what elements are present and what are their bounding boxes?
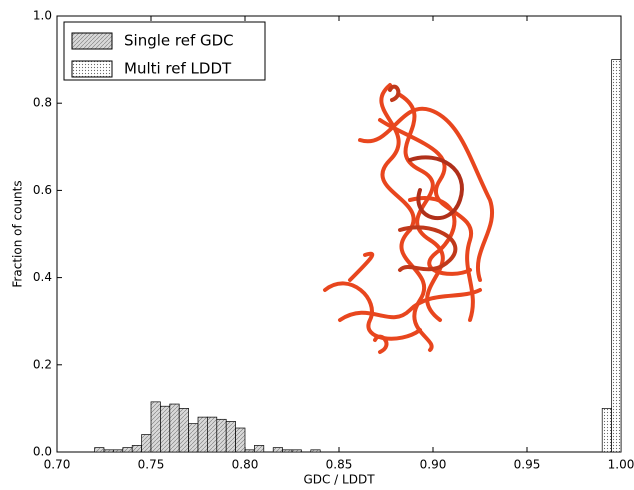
histogram-bar xyxy=(131,445,142,453)
x-tick-label: 0.70 xyxy=(44,458,71,472)
y-axis-label: Fraction of counts xyxy=(11,180,25,287)
histogram-bar xyxy=(310,449,321,453)
histogram-bar xyxy=(601,408,612,453)
histogram-bar xyxy=(178,408,189,453)
histogram-bar xyxy=(244,449,255,453)
histogram-bar xyxy=(169,403,180,453)
histogram-bar xyxy=(160,405,171,453)
histogram-bar xyxy=(94,447,105,453)
histogram-bar xyxy=(141,434,152,453)
histogram-bar xyxy=(103,449,114,453)
legend-swatch xyxy=(71,32,113,50)
y-tick-label: 0.0 xyxy=(33,445,52,459)
histogram-bar xyxy=(122,447,133,453)
histogram-bar xyxy=(207,416,218,453)
histogram-bar xyxy=(113,449,124,453)
histogram-bar xyxy=(611,59,622,453)
x-axis-label: GDC / LDDT xyxy=(303,473,375,487)
y-tick-label: 0.8 xyxy=(33,96,52,110)
histogram-bar xyxy=(197,416,208,453)
histogram-bar xyxy=(216,418,227,453)
x-tick-label: 0.95 xyxy=(514,458,541,472)
histogram-bar xyxy=(225,421,236,453)
histogram-bar xyxy=(150,401,161,453)
histogram-bar xyxy=(254,445,265,453)
y-tick-label: 1.0 xyxy=(33,9,52,23)
x-tick-label: 1.00 xyxy=(608,458,634,472)
histogram-bar xyxy=(291,449,302,453)
x-tick-label: 0.80 xyxy=(232,458,259,472)
legend-label: Multi ref LDDT xyxy=(124,60,232,78)
histogram-bar xyxy=(235,427,246,453)
y-tick-label: 0.4 xyxy=(33,270,52,284)
histogram-bar xyxy=(282,449,293,453)
histogram-bar xyxy=(188,423,199,453)
x-tick-label: 0.85 xyxy=(326,458,353,472)
legend-label: Single ref GDC xyxy=(124,32,234,50)
histogram-bar xyxy=(272,447,283,453)
x-tick-label: 0.90 xyxy=(420,458,447,472)
legend-swatch xyxy=(71,60,113,78)
protein-illustration xyxy=(323,83,494,354)
x-tick-label: 0.75 xyxy=(138,458,165,472)
y-tick-label: 0.2 xyxy=(33,357,52,371)
y-tick-label: 0.6 xyxy=(33,183,52,197)
plot-frame xyxy=(56,15,622,453)
